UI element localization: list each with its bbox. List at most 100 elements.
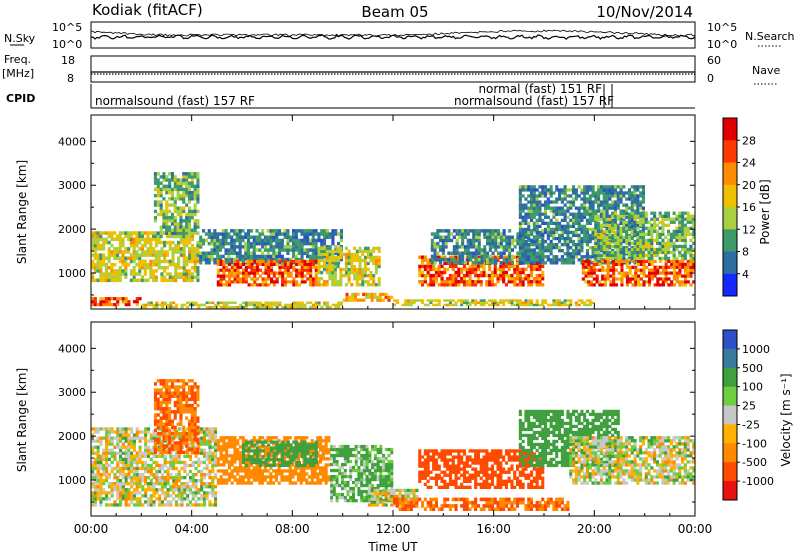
heatmap-cell (182, 259, 186, 264)
heatmap-cell (374, 246, 378, 250)
heatmap-cell (193, 219, 197, 223)
heatmap-cell (599, 223, 603, 227)
heatmap-cell (560, 236, 564, 241)
heatmap-cell (474, 301, 478, 304)
heatmap-cell (190, 247, 194, 251)
heatmap-cell (300, 274, 304, 278)
heatmap-cell (295, 283, 299, 287)
heatmap-cell (99, 253, 103, 257)
heatmap-cell (656, 280, 660, 284)
heatmap-cell (532, 264, 536, 269)
heatmap-cell (647, 232, 651, 236)
heatmap-cell (336, 283, 340, 287)
heatmap-cell (644, 220, 648, 224)
heatmap-cell (236, 262, 240, 266)
heatmap-cell (588, 194, 592, 198)
heatmap-cell (239, 277, 243, 281)
heatmap-cell (121, 476, 125, 480)
heatmap-cell (468, 273, 472, 278)
heatmap-cell (630, 235, 634, 239)
heatmap-cell (641, 232, 645, 236)
colorbar-tick-label: 16 (742, 201, 756, 214)
heatmap-cell (461, 254, 465, 259)
heatmap-cell (441, 251, 445, 255)
heatmap-cell (692, 253, 695, 258)
heatmap-cell (132, 247, 136, 251)
heatmap-cell (219, 283, 223, 287)
heatmap-cell (437, 264, 441, 269)
heatmap-cell (216, 262, 220, 266)
heatmap-cell (218, 257, 222, 262)
heatmap-cell (121, 436, 125, 440)
heatmap-cell (239, 265, 243, 269)
heatmap-region (91, 231, 200, 283)
heatmap-cell (518, 283, 522, 287)
heatmap-cell (504, 264, 508, 269)
heatmap-cell (225, 305, 229, 309)
heatmap-cell (179, 237, 183, 242)
heatmap-cell (308, 248, 312, 252)
heatmap-region (91, 297, 142, 307)
heatmap-cell (325, 305, 329, 309)
heatmap-cell (504, 270, 508, 275)
heatmap-cell (580, 227, 584, 232)
heatmap-cell (208, 476, 212, 480)
heatmap-cell (337, 303, 341, 307)
heatmap-cell (149, 494, 153, 498)
heatmap-cell (655, 235, 659, 239)
heatmap-cell (365, 295, 369, 299)
heatmap-cell (366, 267, 370, 272)
heatmap-cell (538, 255, 542, 259)
heatmap-cell (200, 427, 204, 431)
heatmap-cell (132, 494, 136, 498)
heatmap-cell (587, 262, 591, 266)
heatmap-cell (518, 188, 522, 192)
heatmap-cell (450, 251, 454, 255)
heatmap-cell (194, 491, 198, 495)
heatmap-cell (280, 261, 284, 265)
heatmap-cell (177, 485, 181, 489)
heatmap-cell (353, 277, 357, 281)
heatmap-cell (91, 237, 95, 242)
heatmap-cell (546, 203, 550, 207)
heatmap-cell (622, 247, 626, 252)
heatmap-cell (653, 214, 657, 218)
heatmap-cell (650, 217, 654, 221)
heatmap-cell (339, 229, 343, 233)
heatmap-cell (348, 295, 352, 299)
heatmap-cell (692, 280, 695, 284)
heatmap-cell (121, 466, 125, 471)
heatmap-cell (177, 427, 181, 431)
heatmap-cell (149, 275, 153, 279)
heatmap-cell (608, 188, 612, 192)
heatmap-cell (583, 303, 587, 307)
heatmap-cell (233, 241, 237, 246)
heatmap-cell (196, 243, 200, 248)
heatmap-cell (441, 241, 445, 246)
heatmap-cell (339, 280, 343, 284)
heatmap-cell (168, 278, 172, 283)
heatmap-cell (541, 229, 545, 233)
heatmap-cell (194, 303, 198, 307)
heatmap-cell (544, 246, 548, 250)
heatmap-cell (135, 472, 139, 477)
heatmap-cell (333, 267, 337, 272)
heatmap-cell (202, 491, 206, 495)
heatmap-cell (675, 256, 679, 261)
heatmap-cell (622, 223, 626, 227)
heatmap-cell (278, 229, 282, 233)
heatmap-cell (169, 476, 173, 480)
heatmap-cell (535, 235, 539, 239)
heatmap-cell (541, 301, 545, 304)
heatmap-cell (241, 235, 245, 239)
heatmap-cell (538, 235, 542, 239)
heatmap-cell (558, 233, 562, 238)
heatmap-cell (465, 267, 469, 272)
heatmap-cell (149, 240, 153, 245)
heatmap-cell (622, 239, 626, 244)
heatmap-cell (678, 268, 682, 272)
heatmap-cell (119, 497, 123, 501)
heatmap-cell (558, 209, 562, 213)
nave-label: Nave (752, 64, 780, 77)
colorbar-swatch (723, 251, 737, 275)
